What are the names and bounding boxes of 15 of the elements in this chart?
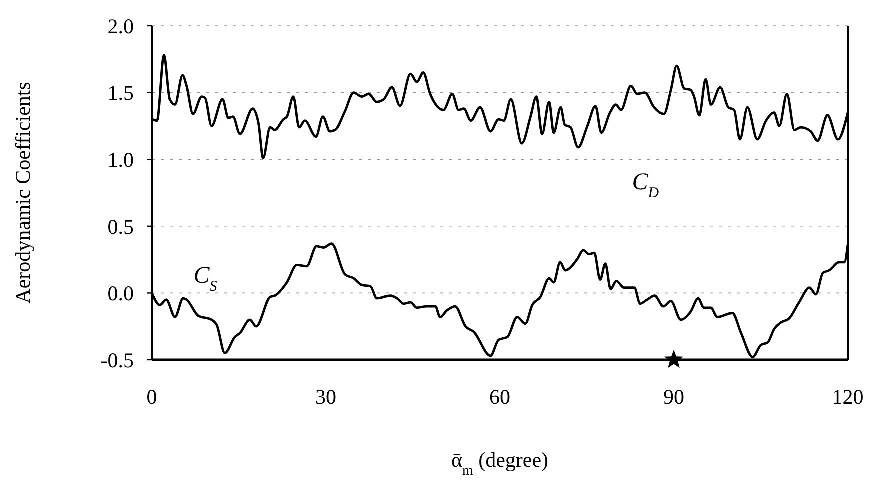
x-tick-label: 30 — [316, 385, 336, 409]
x-tick-label: 60 — [490, 385, 510, 409]
x-tick-label: 120 — [832, 385, 864, 409]
y-tick-label: 1.0 — [108, 148, 134, 172]
series-label: C$_{S}$ — [194, 263, 218, 296]
y-tick-label: 1.5 — [108, 81, 134, 106]
y-tick-label: 0.5 — [108, 214, 134, 239]
y-tick-label: -0.5 — [100, 348, 134, 372]
series-label: C$_{D}$ — [632, 170, 660, 202]
y-axis-title: Aerodynamic Coefficients — [11, 82, 35, 304]
y-tick-label: 2.0 — [108, 14, 134, 38]
x-tick-label: 90 — [664, 385, 684, 409]
y-tick-label: 0.0 — [108, 282, 134, 306]
x-tick-label: 0 — [146, 385, 158, 409]
x-axis-title: ᾱ$_{m}$ (degree) — [451, 448, 549, 478]
